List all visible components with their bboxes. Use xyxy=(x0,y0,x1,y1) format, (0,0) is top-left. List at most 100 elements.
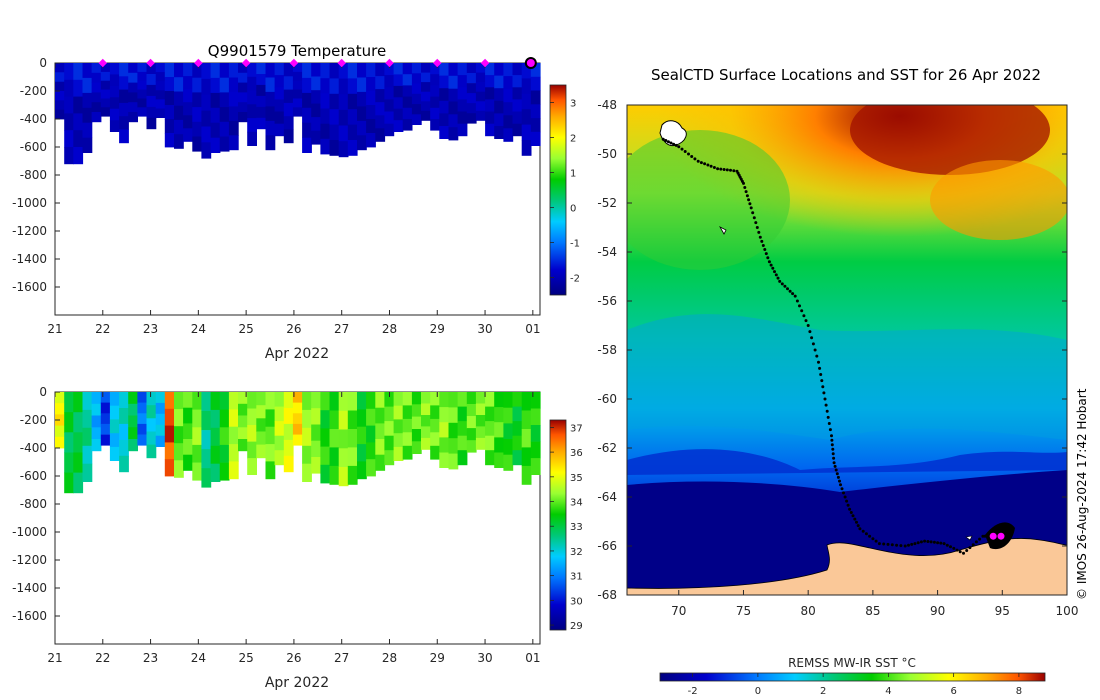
temperature-cell xyxy=(347,93,358,110)
salinity-panel: 0 -200 -400 -600 -800 -1000 -1200 -1400 -1600 21… xyxy=(12,385,583,691)
temperature-cell xyxy=(503,115,514,129)
lon-tick-label: 80 xyxy=(801,604,816,618)
track-point xyxy=(674,143,678,147)
track-point xyxy=(949,545,952,549)
track-point xyxy=(672,142,676,146)
sst-colorbar-tick-label: 4 xyxy=(885,686,891,697)
salinity-cell xyxy=(485,421,495,437)
track-point xyxy=(769,263,773,267)
salinity-cell xyxy=(421,392,431,404)
salinity-cell xyxy=(512,406,523,422)
track-point xyxy=(748,202,752,206)
track-point xyxy=(978,537,982,541)
salinity-cell xyxy=(183,439,193,456)
current-profile-marker xyxy=(524,57,537,69)
temperature-cell xyxy=(100,63,111,73)
track-point xyxy=(833,464,837,468)
profile-marker xyxy=(433,58,442,68)
sst-midband xyxy=(627,314,1067,440)
latest-positions xyxy=(989,532,1005,540)
track-point xyxy=(913,542,917,546)
temperature-cell xyxy=(210,92,221,109)
salinity-cell xyxy=(430,445,440,460)
temperature-cell xyxy=(320,78,331,94)
salinity-cell xyxy=(402,445,413,460)
salinity-cell xyxy=(155,402,166,415)
salinity-cell xyxy=(155,392,166,404)
y-tick-label: -200 xyxy=(20,413,47,427)
salinity-cell xyxy=(128,392,138,405)
salinity-cell xyxy=(357,409,367,428)
salinity-cell xyxy=(192,427,203,446)
salinity-cell xyxy=(119,439,129,457)
temperature-cell xyxy=(402,96,413,109)
salinity-cell xyxy=(521,392,532,411)
temperature-cell xyxy=(292,71,303,82)
temperature-cell xyxy=(393,108,404,121)
y-tick-label: 0 xyxy=(39,385,47,399)
temperature-cell xyxy=(73,147,84,165)
track-point xyxy=(958,550,962,554)
map-title: SealCTD Surface Locations and SST for 26… xyxy=(651,66,1041,84)
temperature-cell xyxy=(411,73,422,84)
temperature-cell xyxy=(64,96,74,114)
salinity-cell xyxy=(292,413,303,425)
map-longitude-ticks: 70 75 80 85 90 95 100 xyxy=(671,590,1078,618)
temperature-cell xyxy=(228,91,239,107)
track-point xyxy=(771,266,775,270)
salinity-cell xyxy=(64,412,74,433)
salinity-cell xyxy=(357,392,367,410)
temperature-cell xyxy=(109,74,120,87)
salinity-cell xyxy=(503,439,514,456)
temperature-cell xyxy=(366,119,376,134)
track-point xyxy=(965,549,969,552)
y-tick-label: -600 xyxy=(20,140,47,154)
salinity-cell xyxy=(494,452,504,468)
temperature-cell xyxy=(494,88,504,102)
temperature-cell xyxy=(485,87,495,100)
temperature-cell xyxy=(503,128,514,142)
salinity-cell xyxy=(421,437,431,450)
temperature-cell xyxy=(55,109,65,120)
temperature-cell xyxy=(302,92,312,109)
sst-field xyxy=(627,105,1067,595)
lat-tick-label: -58 xyxy=(597,343,617,357)
temperature-cell xyxy=(494,100,504,114)
x-tick-label: 26 xyxy=(286,651,301,665)
salinity-cell xyxy=(320,428,331,447)
track-point xyxy=(780,282,784,286)
salinity-cell xyxy=(146,431,157,446)
temperature-cell xyxy=(357,77,367,93)
salinity-cell xyxy=(247,458,257,475)
track-point xyxy=(819,373,823,376)
salinity-cell xyxy=(100,402,111,414)
temperature-cell xyxy=(192,77,203,93)
temperature-cell xyxy=(439,63,450,76)
temperature-cell xyxy=(421,63,431,73)
salinity-cell xyxy=(338,410,349,430)
salinity-cell xyxy=(439,407,450,423)
temperature-cell xyxy=(100,80,111,90)
temperature-cell xyxy=(347,78,358,95)
track-point xyxy=(810,336,814,340)
track-point xyxy=(842,491,845,495)
temperature-cell xyxy=(164,63,175,78)
temperature-cell xyxy=(457,123,468,137)
track-point xyxy=(706,163,710,167)
salinity-cell xyxy=(329,392,340,411)
y-tick-label: -800 xyxy=(20,497,47,511)
temperature-cell xyxy=(512,111,523,124)
temperature-cell xyxy=(430,107,440,120)
temperature-cell xyxy=(274,111,285,124)
temperature-cell xyxy=(329,63,340,79)
salinity-cell xyxy=(228,444,239,462)
temperature-cell xyxy=(430,74,440,86)
salinity-cell xyxy=(100,413,111,425)
map-latitude-ticks: -48 -50 -52 -54 -56 -58 -60 -62 -64 -66 -68 xyxy=(597,98,1067,602)
temperature-cell xyxy=(183,128,193,142)
salinity-cell xyxy=(439,452,450,468)
salinity-cell xyxy=(357,461,367,480)
temperature-cell xyxy=(448,127,459,141)
track-point xyxy=(774,273,778,277)
temperature-cell xyxy=(283,116,294,130)
